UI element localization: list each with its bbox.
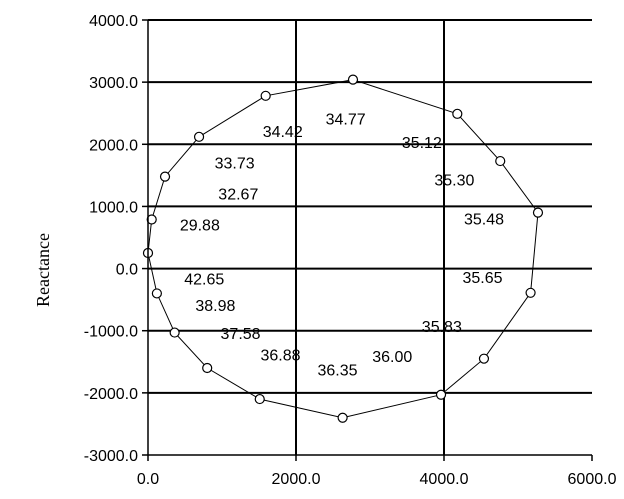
data-point-marker: [169, 327, 180, 338]
x-axis-ticks: 0.0 2000.0 4000.0 6000.0: [137, 455, 617, 488]
x-tick-label: 4000.0: [420, 471, 469, 488]
frequency-label: 34.77: [326, 111, 366, 128]
frequency-label: 35.30: [434, 172, 474, 189]
data-point-marker: [452, 108, 463, 119]
frequency-label: 35.48: [464, 211, 504, 228]
data-markers: [142, 74, 544, 423]
frequency-label: 36.00: [372, 349, 412, 366]
frequency-labels: 34.77 34.42 35.12 33.73 35.30 32.67 35.48 29.88…: [180, 111, 504, 379]
data-point-marker: [337, 412, 348, 423]
data-point-marker: [478, 353, 490, 364]
y-tick-label: 3000.0: [89, 75, 138, 92]
grid-lines: [148, 19, 592, 455]
frequency-label: 38.98: [195, 298, 235, 315]
frequency-label: 34.42: [263, 124, 303, 141]
frequency-label: 42.65: [184, 272, 224, 289]
y-tick-label: -2000.0: [84, 386, 138, 403]
data-point-marker: [146, 214, 157, 225]
data-point-marker: [151, 288, 162, 299]
y-tick-label: 0.0: [116, 262, 138, 279]
frequency-label: 35.65: [463, 270, 503, 287]
data-point-marker: [159, 171, 171, 182]
frequency-label: 36.35: [317, 362, 357, 379]
y-tick-label: -1000.0: [84, 324, 138, 341]
y-tick-label: 4000.0: [89, 13, 138, 30]
frequency-label: 29.88: [180, 218, 220, 235]
frequency-label: 35.12: [402, 135, 442, 152]
data-point-marker: [525, 287, 536, 298]
data-point-marker: [202, 362, 213, 374]
y-axis-title: Reactance: [33, 233, 53, 307]
data-point-marker: [532, 207, 544, 218]
data-point-marker: [254, 393, 265, 405]
data-point-marker: [495, 155, 506, 167]
y-tick-label: 1000.0: [89, 199, 138, 216]
impedance-curve: [147, 79, 539, 419]
frequency-label: 35.83: [422, 319, 462, 336]
frequency-label: 37.58: [221, 326, 261, 343]
y-axis-ticks: 4000.0 3000.0 2000.0 1000.0 0.0 -1000.0 -2000.…: [84, 13, 148, 465]
x-tick-label: 0.0: [137, 471, 159, 488]
plot-frame: [147, 20, 592, 456]
frequency-label: 32.67: [218, 187, 258, 204]
frequency-label: 33.73: [215, 156, 255, 173]
data-point-marker: [347, 74, 359, 85]
data-point-marker: [260, 90, 271, 101]
data-point-marker: [193, 131, 205, 142]
y-tick-label: -3000.0: [84, 448, 138, 465]
frequency-label: 36.88: [260, 348, 300, 365]
x-tick-label: 2000.0: [272, 471, 321, 488]
x-tick-label: 6000.0: [568, 471, 617, 488]
y-tick-label: 2000.0: [89, 137, 138, 154]
data-point-marker: [435, 389, 447, 400]
impedance-path: [147, 79, 539, 419]
